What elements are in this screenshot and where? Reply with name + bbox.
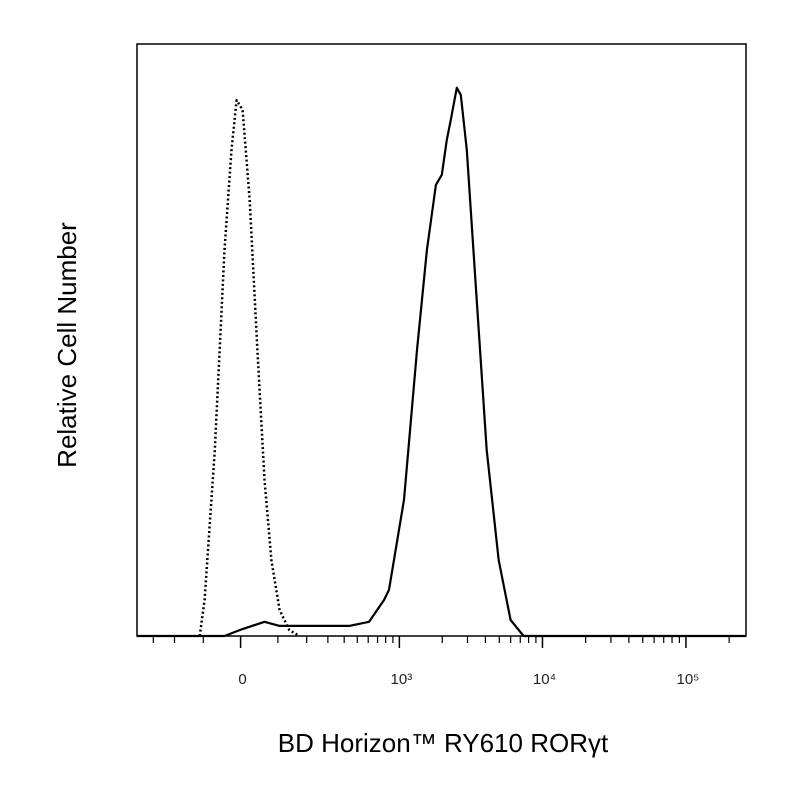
- plot-frame: [136, 43, 747, 637]
- x-tick-label: 10⁵: [676, 671, 699, 688]
- x-tick-label: 0: [238, 671, 246, 688]
- x-tick-label: 10⁴: [533, 671, 556, 688]
- x-axis-label: BD Horizon™ RY610 RORγt: [278, 728, 609, 758]
- y-axis-label: Relative Cell Number: [52, 222, 82, 468]
- series-line: [137, 86, 746, 638]
- x-tick-label: 10³: [391, 671, 413, 688]
- series-line: [198, 98, 301, 638]
